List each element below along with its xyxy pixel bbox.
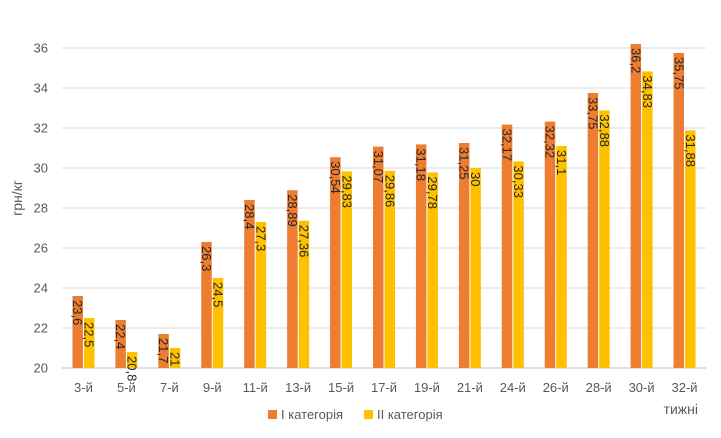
- bar-series2: [298, 220, 310, 368]
- data-label: 21,7: [156, 338, 171, 363]
- data-label: 29,83: [339, 175, 354, 208]
- gridlines: [62, 47, 706, 369]
- data-label: 31,88: [683, 134, 698, 167]
- bar-series2: [126, 352, 138, 368]
- data-label: 35,75: [671, 57, 686, 90]
- data-labels: 23,622,5 22,4 20,8 21,721 26,3 24,5 28,427,3 28…: [70, 48, 698, 381]
- data-label: 27,36: [296, 225, 311, 258]
- data-label: 28,89: [285, 194, 300, 227]
- x-tick-label: 13-й: [285, 380, 311, 395]
- x-tick-label: 32-й: [672, 380, 698, 395]
- legend-swatch: [364, 410, 373, 419]
- x-tick-label: 7-й: [160, 380, 179, 395]
- bar-series2: [255, 222, 267, 368]
- bar-series2: [470, 168, 481, 368]
- legend-label: I категорія: [281, 407, 343, 422]
- bar-series2: [212, 278, 224, 368]
- data-label: 31,1: [554, 150, 569, 175]
- x-tick-label: 30-й: [629, 380, 655, 395]
- y-axis-title: грн/кг: [9, 180, 25, 216]
- bar-series1: [244, 200, 255, 368]
- data-label: 29,78: [425, 176, 440, 209]
- bar-series1: [501, 124, 513, 368]
- x-tick-label: 5-й: [117, 380, 136, 395]
- data-label: 32,17: [500, 129, 515, 162]
- y-tick-label: 22: [34, 321, 48, 336]
- bar-series2: [427, 172, 438, 368]
- data-label: 31,07: [371, 151, 386, 184]
- bar-series2: [83, 318, 95, 368]
- bar-series1: [458, 143, 470, 368]
- bar-series2: [556, 146, 567, 368]
- y-tick-label: 26: [34, 241, 48, 256]
- y-tick-label: 20: [34, 361, 48, 376]
- y-tick-label: 28: [34, 201, 48, 216]
- data-label: 24,5: [211, 282, 226, 307]
- bar-series1: [373, 146, 384, 368]
- data-label: 26,3: [199, 246, 214, 271]
- bar-series2: [599, 110, 610, 369]
- bars: [72, 44, 696, 369]
- data-label: 20,8: [125, 356, 140, 381]
- data-label: 23,6: [70, 300, 85, 325]
- data-label: 34,83: [640, 75, 655, 108]
- bar-series1: [158, 334, 169, 368]
- data-label: 31,18: [414, 148, 429, 181]
- data-label: 32,88: [597, 114, 612, 147]
- bar-series2: [685, 130, 696, 368]
- y-tick-label: 30: [34, 161, 48, 176]
- legend: I категорія II категорія: [268, 407, 443, 422]
- bar-series1: [544, 121, 556, 368]
- y-tick-label: 36: [34, 41, 48, 56]
- bar-series2: [384, 170, 395, 368]
- bar-series1: [330, 157, 341, 368]
- bar-series1: [201, 242, 212, 368]
- x-tick-label: 3-й: [74, 380, 93, 395]
- y-tick-label: 34: [34, 81, 48, 96]
- bar-series1: [587, 93, 599, 368]
- legend-swatch: [268, 410, 277, 419]
- y-tick-label: 24: [34, 281, 48, 296]
- bar-series2: [513, 161, 524, 368]
- x-tick-label: 21-й: [457, 380, 483, 395]
- bar-series1: [287, 190, 298, 368]
- bar-series2: [642, 71, 653, 369]
- data-label: 30,33: [511, 165, 526, 198]
- bar-series2: [341, 171, 353, 368]
- data-label: 36,2: [628, 48, 643, 73]
- y-tick-label: 32: [34, 121, 48, 136]
- bar-series1: [673, 53, 685, 368]
- bar-series1: [72, 296, 83, 368]
- x-tick-label: 28-й: [586, 380, 612, 395]
- data-label: 33,75: [585, 97, 600, 130]
- data-label: 22,5: [82, 322, 97, 347]
- x-axis-title: тижні: [664, 401, 698, 417]
- data-label: 29,86: [382, 175, 397, 208]
- data-label: 22,4: [113, 324, 128, 349]
- x-tick-label: 19-й: [414, 380, 440, 395]
- data-label: 28,4: [242, 204, 257, 229]
- x-tick-label: 17-й: [371, 380, 397, 395]
- x-tick-label: 11-й: [243, 380, 268, 395]
- x-tick-label: 15-й: [328, 380, 354, 395]
- data-label: 27,3: [253, 226, 268, 251]
- data-label: 32,32: [542, 126, 557, 159]
- bar-series1: [630, 44, 642, 368]
- data-label: 30,54: [328, 161, 343, 194]
- legend-label: II категорія: [377, 407, 443, 422]
- y-axis-ticks: 20 22 24 26 28 30 32 34 36: [34, 41, 48, 376]
- data-label: 21: [168, 352, 183, 366]
- x-axis-ticks: 3-й 5-й 7-й 9-й 11-й 13-й 15-й 17-й 19-й 21-й 24-й…: [74, 380, 698, 395]
- data-label: 30: [468, 172, 483, 186]
- bar-series2: [169, 348, 181, 368]
- bar-series1: [115, 320, 126, 368]
- bar-series1: [415, 144, 427, 368]
- x-tick-label: 9-й: [203, 380, 222, 395]
- x-tick-label: 24-й: [500, 380, 526, 395]
- x-tick-label: 26-й: [543, 380, 569, 395]
- data-label: 31,25: [457, 147, 472, 180]
